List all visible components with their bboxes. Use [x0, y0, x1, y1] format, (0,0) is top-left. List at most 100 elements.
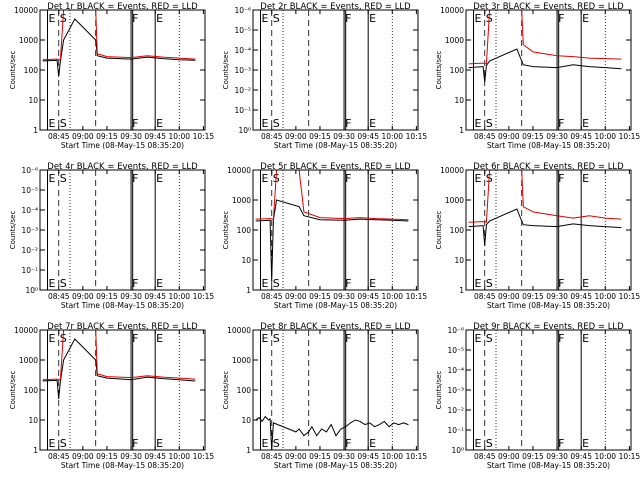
event-marker-label-bottom: E [475, 117, 482, 130]
y-tick-label: 10⁻³ [234, 66, 251, 75]
x-tick-label: 09:30 [120, 132, 142, 141]
x-tick-label: 09:00 [72, 132, 94, 141]
x-tick-label: 08:45 [261, 452, 283, 461]
x-tick-label: 10:00 [594, 132, 616, 141]
x-tick-label: 09:30 [333, 452, 355, 461]
event-marker-label-bottom: F [132, 437, 138, 450]
y-tick-label: 100 [237, 226, 252, 235]
y-tick-label: 10⁻¹ [234, 106, 251, 115]
event-marker-label-top: S [273, 12, 280, 25]
series-lld-line [255, 169, 409, 221]
x-tick-label: 08:45 [474, 132, 496, 141]
y-tick-label: 1 [459, 286, 464, 295]
y-tick-label: 10000 [440, 6, 464, 15]
event-marker-label-bottom: S [486, 117, 493, 130]
event-marker-label-top: E [369, 172, 376, 185]
y-tick-label: 1 [33, 446, 38, 455]
series-events-line [255, 415, 409, 451]
event-marker-label-bottom: E [156, 117, 163, 130]
event-marker-label-bottom: E [475, 437, 482, 450]
x-tick-label: 08:45 [48, 132, 70, 141]
event-marker-label-top: S [60, 172, 67, 185]
y-tick-label: 10 [454, 96, 464, 105]
x-tick-label: 09:15 [96, 452, 118, 461]
chart-panel-3: Det 3r BLACK = Events, RED = LLDEESSFFEE… [435, 2, 640, 150]
x-tick-label: 10:15 [193, 292, 215, 301]
x-tick-label: 09:45 [144, 132, 166, 141]
plot-frame [39, 9, 206, 131]
x-tick-label: 10:00 [381, 132, 403, 141]
y-tick-label: 10⁻¹ [21, 266, 38, 275]
y-axis-label: Counts/sec [435, 371, 443, 410]
y-tick-label: 1000 [232, 356, 251, 365]
series-lld-line [42, 9, 196, 61]
x-tick-label: 09:30 [333, 132, 355, 141]
event-marker-label-bottom: E [156, 277, 163, 290]
plot-frame [465, 329, 632, 451]
x-tick-label: 08:45 [474, 292, 496, 301]
chart-panel-7: Det 7r BLACK = Events, RED = LLDEESSFFEE… [9, 322, 214, 470]
event-marker-label-bottom: E [369, 117, 376, 130]
x-tick-label: 09:30 [546, 452, 568, 461]
chart-title: Det 7r BLACK = Events, RED = LLD [47, 322, 198, 332]
event-marker-label-bottom: S [486, 277, 493, 290]
x-tick-label: 10:15 [406, 292, 428, 301]
x-tick-label: 08:45 [48, 452, 70, 461]
y-axis-label: Counts/sec [9, 211, 17, 250]
y-tick-label: 10⁻⁵ [447, 346, 464, 355]
x-tick-label: 09:15 [96, 132, 118, 141]
x-tick-label: 09:00 [498, 132, 520, 141]
event-marker-label-bottom: S [273, 117, 280, 130]
y-tick-label: 1 [459, 126, 464, 135]
x-tick-label: 08:45 [261, 132, 283, 141]
x-tick-label: 09:30 [120, 452, 142, 461]
y-axis-label: Counts/sec [9, 51, 17, 90]
x-tick-label: 09:00 [498, 452, 520, 461]
y-axis-label: Counts/sec [435, 51, 443, 90]
y-tick-label: 10 [454, 256, 464, 265]
y-tick-label: 10⁰ [25, 286, 38, 295]
x-tick-label: 09:15 [522, 132, 544, 141]
series-lld-line [468, 169, 622, 223]
chart-title: Det 9r BLACK = Events, RED = LLD [473, 322, 624, 332]
x-axis-label: Start Time (08-May-15 08:35:20) [61, 141, 184, 150]
y-tick-label: 1000 [19, 36, 38, 45]
event-marker-label-bottom: E [49, 437, 56, 450]
event-marker-label-top: S [486, 332, 493, 345]
chart-title: Det 6r BLACK = Events, RED = LLD [473, 162, 624, 172]
x-tick-label: 10:00 [594, 452, 616, 461]
plot-frame [252, 169, 419, 291]
series-events-line [468, 48, 622, 82]
event-marker-label-bottom: F [345, 117, 351, 130]
event-marker-label-top: E [475, 332, 482, 345]
x-tick-label: 09:00 [498, 292, 520, 301]
y-tick-label: 10⁻² [21, 246, 38, 255]
y-tick-label: 100 [237, 386, 252, 395]
x-tick-label: 09:45 [357, 132, 379, 141]
y-tick-label: 100 [24, 386, 39, 395]
series-lld-line [42, 329, 196, 381]
x-tick-label: 10:00 [594, 292, 616, 301]
x-tick-label: 10:00 [168, 452, 190, 461]
x-tick-label: 10:00 [168, 292, 190, 301]
x-tick-label: 09:30 [546, 292, 568, 301]
y-tick-label: 10⁻⁵ [21, 186, 38, 195]
y-tick-label: 1 [246, 286, 251, 295]
event-marker-label-bottom: S [60, 117, 67, 130]
y-tick-label: 10 [28, 96, 38, 105]
event-marker-label-top: F [558, 172, 564, 185]
x-tick-label: 08:45 [474, 452, 496, 461]
chart-title: Det 8r BLACK = Events, RED = LLD [260, 322, 411, 332]
y-axis-label: Counts/sec [222, 211, 230, 250]
event-marker-label-top: E [49, 12, 56, 25]
y-tick-label: 10⁻⁶ [21, 166, 38, 175]
y-tick-label: 10⁻⁵ [234, 26, 251, 35]
x-tick-label: 10:15 [619, 292, 640, 301]
event-marker-label-top: E [156, 12, 163, 25]
x-tick-label: 09:15 [522, 452, 544, 461]
y-tick-label: 10 [28, 416, 38, 425]
event-marker-label-bottom: S [486, 437, 493, 450]
x-tick-label: 09:45 [570, 452, 592, 461]
event-marker-label-bottom: F [558, 117, 564, 130]
